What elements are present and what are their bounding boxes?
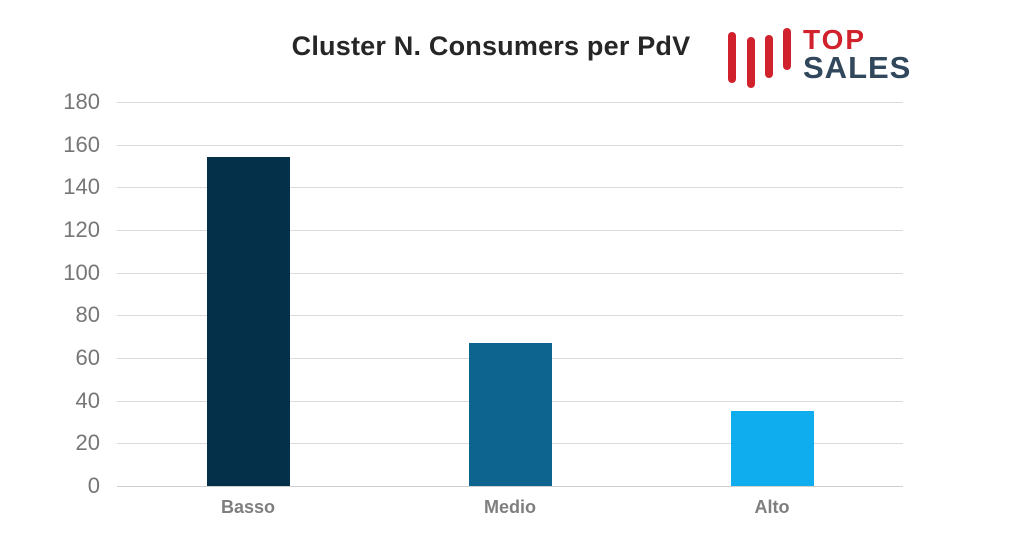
gridline-160 — [117, 144, 903, 146]
topsales-bars-icon — [726, 26, 794, 92]
y-tick-label-100: 100 — [63, 259, 100, 285]
logo-bar-icon — [783, 28, 791, 70]
y-tick-label-160: 160 — [63, 131, 100, 157]
bar-slot-alto — [641, 102, 903, 486]
logo-bar-icon — [747, 37, 755, 88]
bar-slot-medio — [379, 102, 641, 486]
x-tick-label-alto: Alto — [754, 497, 790, 517]
y-tick-label-20: 20 — [75, 430, 100, 456]
gridline-140 — [117, 187, 903, 189]
y-tick-label-140: 140 — [63, 174, 100, 200]
logo-bar-icon — [728, 32, 736, 83]
plot-area — [117, 102, 903, 487]
logo-text-top: TOP — [803, 24, 867, 55]
x-tick-label-medio: Medio — [484, 497, 536, 517]
logo-text-sales: SALES — [803, 50, 912, 85]
logo-text: TOP SALES — [803, 26, 911, 92]
y-tick-label-80: 80 — [75, 302, 100, 328]
gridline-120 — [117, 230, 903, 231]
x-axis-labels: Basso Medio Alto — [117, 497, 903, 518]
y-tick-label-40: 40 — [75, 387, 100, 413]
x-tick-label-basso: Basso — [220, 497, 276, 517]
bar-slot-basso — [117, 102, 379, 486]
bars-container — [117, 102, 903, 486]
y-tick-label-0: 0 — [87, 473, 100, 498]
gridline-80 — [117, 315, 903, 317]
gridline-100 — [117, 272, 903, 274]
y-tick-label-60: 60 — [75, 345, 100, 370]
chart-title: Cluster N. Consumers per PdV — [291, 31, 691, 61]
bar-alto — [730, 411, 814, 486]
y-tick-label-120: 120 — [63, 217, 100, 242]
topsales-logo: TOP SALES — [726, 26, 911, 92]
y-axis-labels: 0 20 40 60 80 100 120 140 160 180 — [20, 89, 100, 498]
y-tick-label-180: 180 — [63, 89, 100, 114]
bar-medio — [468, 343, 552, 486]
logo-bar-icon — [765, 35, 773, 78]
gridline-180 — [117, 102, 903, 103]
bar-basso — [206, 157, 290, 486]
